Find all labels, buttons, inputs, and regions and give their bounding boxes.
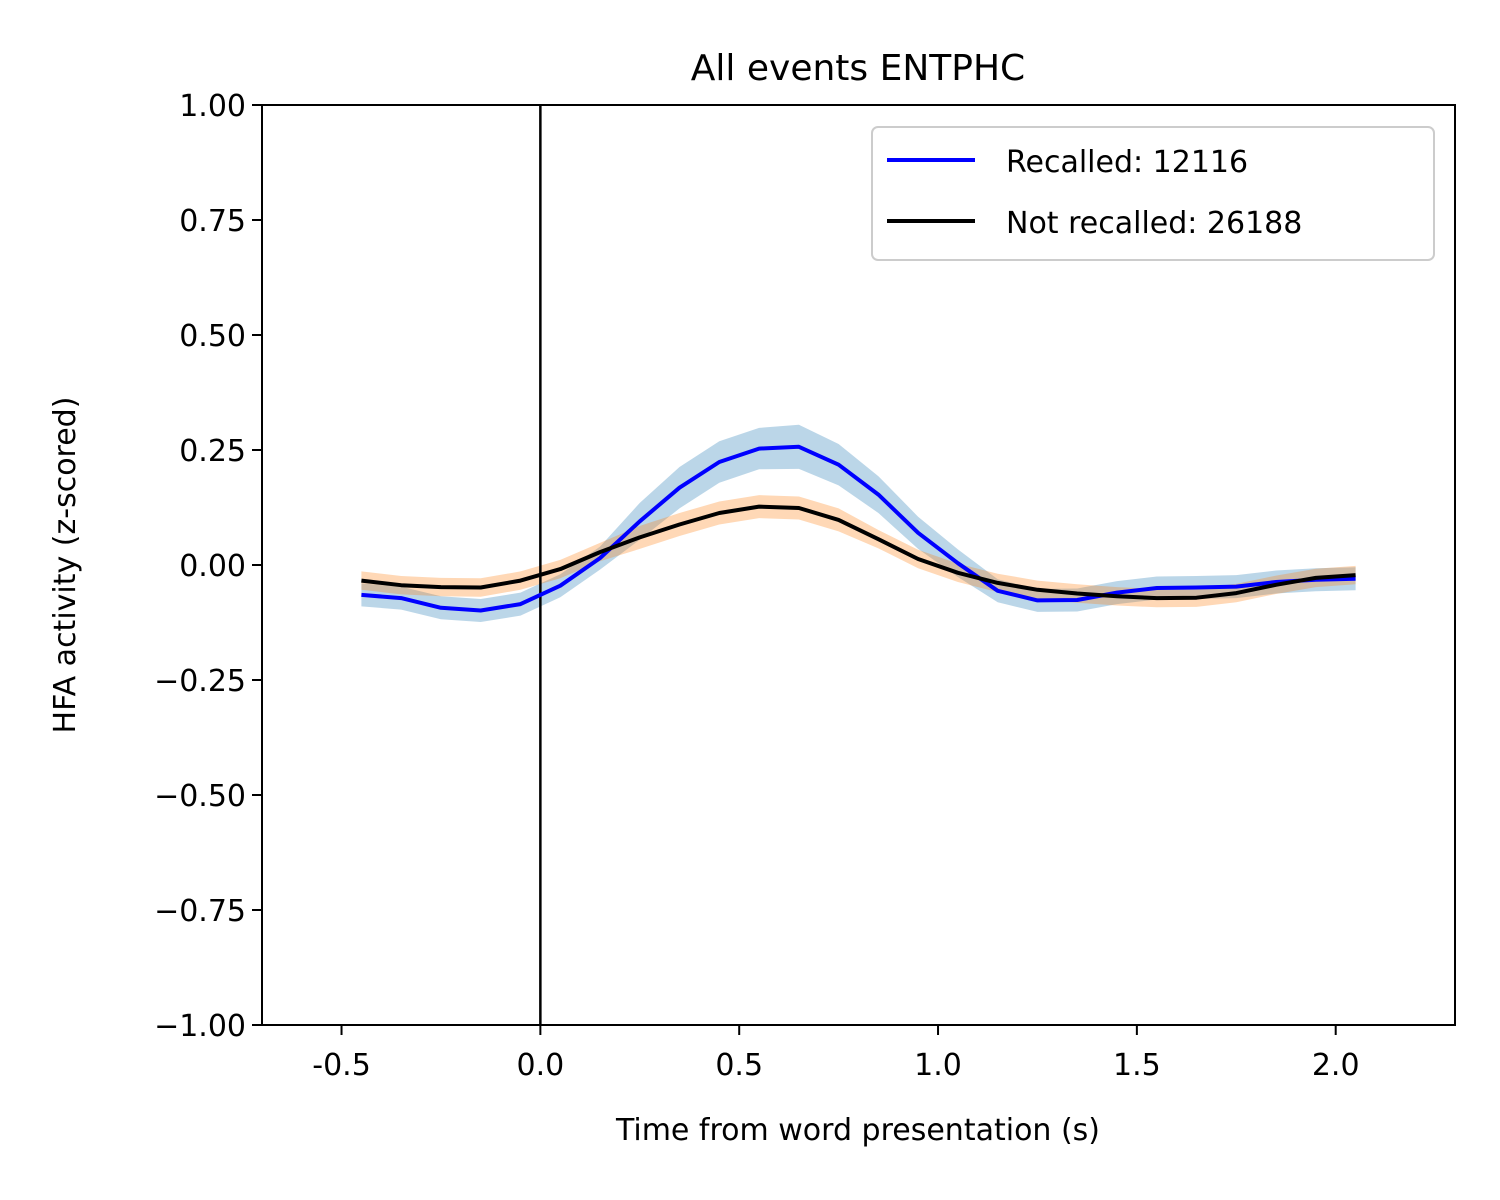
y-tick-label: 0.00 — [179, 549, 246, 584]
x-tick-label: 0.0 — [517, 1048, 565, 1083]
y-axis-label: HFA activity (z-scored) — [48, 397, 83, 734]
y-tick-label: −0.25 — [154, 664, 246, 699]
x-axis-ticks: -0.5 0.0 0.5 1.0 1.5 2.0 — [312, 1025, 1360, 1083]
y-axis-ticks: 1.00 0.75 0.50 0.25 0.00 −0.25 −0.50 −0.75 −1.00 — [154, 89, 262, 1044]
series-line-not-recalled — [361, 504, 1356, 601]
confidence-band-recalled — [361, 424, 1356, 622]
x-tick-label: 1.0 — [914, 1048, 962, 1083]
legend-label-recalled: Recalled: 12116 — [1006, 145, 1248, 180]
y-tick-label: 0.50 — [179, 319, 246, 354]
x-tick-label: 1.5 — [1113, 1048, 1161, 1083]
confidence-band-not-recalled — [361, 495, 1356, 608]
x-tick-label: 2.0 — [1312, 1048, 1360, 1083]
series-line-recalled — [361, 444, 1356, 613]
confidence-bands — [361, 424, 1356, 622]
legend-label-not-recalled: Not recalled: 26188 — [1006, 206, 1302, 241]
x-tick-label: 0.5 — [715, 1048, 763, 1083]
y-tick-label: 1.00 — [179, 89, 246, 124]
x-tick-label: -0.5 — [312, 1048, 371, 1083]
y-tick-label: 0.75 — [179, 204, 246, 239]
x-axis-label: Time from word presentation (s) — [615, 1113, 1100, 1148]
legend-box — [871, 126, 1435, 261]
y-tick-label: −0.75 — [154, 894, 246, 929]
y-tick-label: 0.25 — [179, 434, 246, 469]
chart-title: All events ENTPHC — [691, 48, 1025, 89]
series-lines — [361, 444, 1356, 613]
y-tick-label: −1.00 — [154, 1009, 246, 1044]
y-tick-label: −0.50 — [154, 779, 246, 814]
legend: Recalled: 12116 Not recalled: 26188 — [871, 126, 1435, 261]
